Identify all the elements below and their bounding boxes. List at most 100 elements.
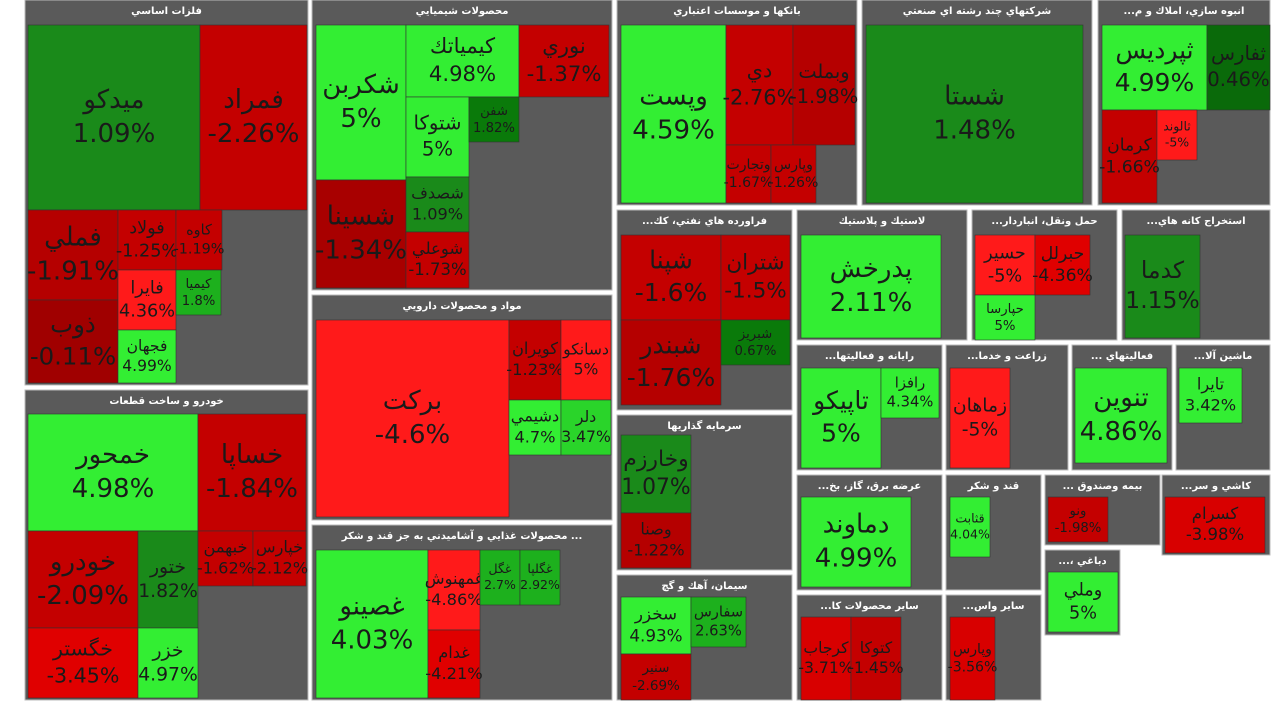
tile [519,549,561,606]
tile-symbol: شصدف [411,183,464,202]
tile [974,294,1036,341]
tile [175,209,223,271]
tile-symbol: شستا [944,82,1005,112]
tile-change: -1.76% [627,363,715,392]
sector: ...كاشي و سر كسرام-3.98% [1161,474,1271,556]
tile-symbol: دماوند [823,510,890,540]
tile [725,144,772,204]
tile [880,367,940,419]
tile [137,530,199,629]
sector-title: ...، دباغي [1058,556,1106,567]
tile-change: 4.34% [887,394,934,411]
tile-symbol: ميدكو [81,85,144,115]
tile-symbol: كتوكا [860,639,893,658]
sector: ...ساير محصولات كا كرجاب-3.71% كتوكا-1.45% [796,594,943,701]
tile-change: 3.47% [561,428,611,446]
tile [1164,496,1266,554]
tile-symbol: قثابت [955,510,984,525]
tile [27,209,119,301]
sector-title: خودرو و ساخت قطعات [109,396,223,407]
tile-change: -2.12% [251,559,308,578]
tile [690,596,747,648]
tile-symbol: سنير [642,660,670,676]
tile [620,319,722,406]
tile [1156,109,1198,161]
tile-symbol: وتجارت [726,157,770,173]
tile [1047,496,1109,543]
tile-symbol: تاپيكو [811,386,869,415]
tile [800,616,852,701]
tile-symbol: شتران [726,250,784,275]
tile-symbol: شوعلي [412,239,463,259]
sector: لاستيك و پلاستيك پدرخش 2.11% [796,209,968,341]
tile [770,144,817,204]
tile [137,627,199,699]
tile-symbol: رافزا [895,374,925,391]
sector-title: قند و شكر [967,481,1019,492]
sector: ... فعاليتهاي تنوين 4.86% [1071,344,1173,471]
tile-change: 1.09% [73,119,156,149]
sector: قند و شكر قثابت 4.04% [945,474,1042,591]
tile [1124,234,1201,339]
tile-symbol: وپست [639,82,708,112]
tile-symbol: وپارس [774,157,813,173]
tile-change: 1.48% [933,115,1016,145]
tile [800,367,882,469]
sector: ...حمل ونقل، انباردار حسير-5% حپارسا 5% حبرل… [971,209,1118,341]
sector-title: ... فعاليتهاي [1091,351,1153,362]
tile-change: -3.56% [948,660,998,676]
tile [27,413,199,532]
tile-symbol: ذوب [50,310,96,339]
tile [792,24,856,146]
sector: محصولات شيميايي شكربن 5% كيمياتك 4.98% نوري -1… [311,0,613,291]
sector: ...ساير واس وپارس -3.56% [945,594,1042,701]
tile-change: -2.69% [632,678,680,694]
tile-change: 4.36% [119,301,175,321]
tile-symbol: تايرا [1197,374,1224,394]
tile-change: -4.36% [1032,266,1093,286]
tile [197,530,254,587]
tile [800,496,912,588]
sector-title: سيمان، آهك و گچ [661,579,747,592]
tile-symbol: كيمياتك [430,33,496,58]
sector: ...رايانه و فعاليتها تاپيكو 5% رافزا 4.34% [796,344,943,471]
tile-change: 5% [340,104,381,134]
tile-change: 5% [995,319,1016,334]
tile-symbol: دشيمي [511,406,559,426]
tile-symbol: خبهمن [204,537,248,557]
tile-symbol: غصينو [337,592,404,622]
tile-change: 4.7% [514,428,555,447]
tile [620,234,722,321]
tile-change: -1.91% [27,256,119,286]
tile-symbol: فملي [44,223,102,253]
tile [865,24,1084,204]
sector-title: ...ساير واس [963,601,1025,612]
tile-symbol: ثفارس [1211,42,1266,65]
tile-symbol: كويران [512,339,558,359]
tile-symbol: وبملت [798,60,849,83]
tile-change: -1.34% [315,235,407,265]
sector-title: ... بيمه وصندوق [1063,481,1143,492]
tile-symbol: فولاد [129,219,164,239]
tile-symbol: شبندر [638,330,701,359]
sector-title: مواد و محصولات دارويي [402,301,521,312]
tile-symbol: فجهان [127,337,168,356]
sector: ...زراعت و خدما زماهان -5% [945,344,1069,471]
tile-symbol: زماهان [953,395,1007,416]
tile-symbol: خپارس [256,537,303,557]
tile-change: 5% [422,137,453,160]
tile-change: 5% [821,418,861,447]
tile [427,629,481,699]
tile [508,399,562,456]
tile-symbol: نوري [542,33,586,58]
tile [479,549,521,606]
tile-change: -3.71% [798,659,853,677]
tile-change: -2.26% [208,119,300,149]
sector-title: ...ساير محصولات كا [820,601,919,612]
tile [315,179,407,289]
tile-symbol: كرجاب [803,639,849,658]
tile-change: -4.6% [375,420,450,450]
